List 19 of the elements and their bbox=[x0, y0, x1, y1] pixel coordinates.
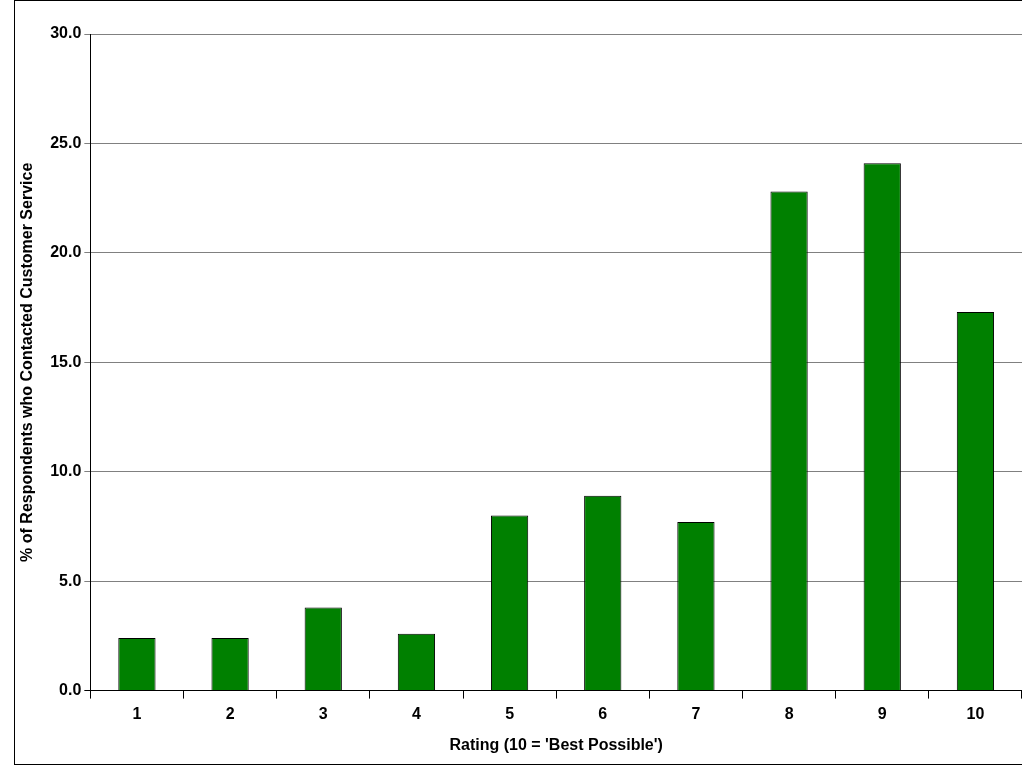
x-tick-label: 5 bbox=[505, 704, 515, 722]
y-tick-label: 25.0 bbox=[50, 133, 82, 151]
y-axis-title: % of Respondents who Contacted Customer Service bbox=[18, 162, 36, 562]
x-tick-label: 6 bbox=[598, 704, 608, 722]
x-tick-label: 4 bbox=[411, 704, 421, 722]
x-tick-label: 8 bbox=[784, 704, 794, 722]
x-tick-label: 3 bbox=[318, 704, 328, 722]
x-tick-label: 2 bbox=[225, 704, 235, 722]
x-tick-label: 7 bbox=[691, 704, 701, 722]
y-tick-label: 30.0 bbox=[50, 24, 82, 42]
y-tick-label: 10.0 bbox=[50, 462, 82, 480]
x-tick-label: 9 bbox=[877, 704, 887, 722]
y-tick-label: 15.0 bbox=[50, 352, 82, 370]
x-axis-title: Rating (10 = 'Best Possible') bbox=[449, 735, 663, 753]
y-tick-label: 5.0 bbox=[59, 571, 82, 589]
x-tick-label: 10 bbox=[966, 704, 985, 722]
y-tick-label: 20.0 bbox=[50, 243, 82, 261]
x-tick-label: 1 bbox=[132, 704, 142, 722]
y-tick-label: 0.0 bbox=[59, 681, 82, 699]
